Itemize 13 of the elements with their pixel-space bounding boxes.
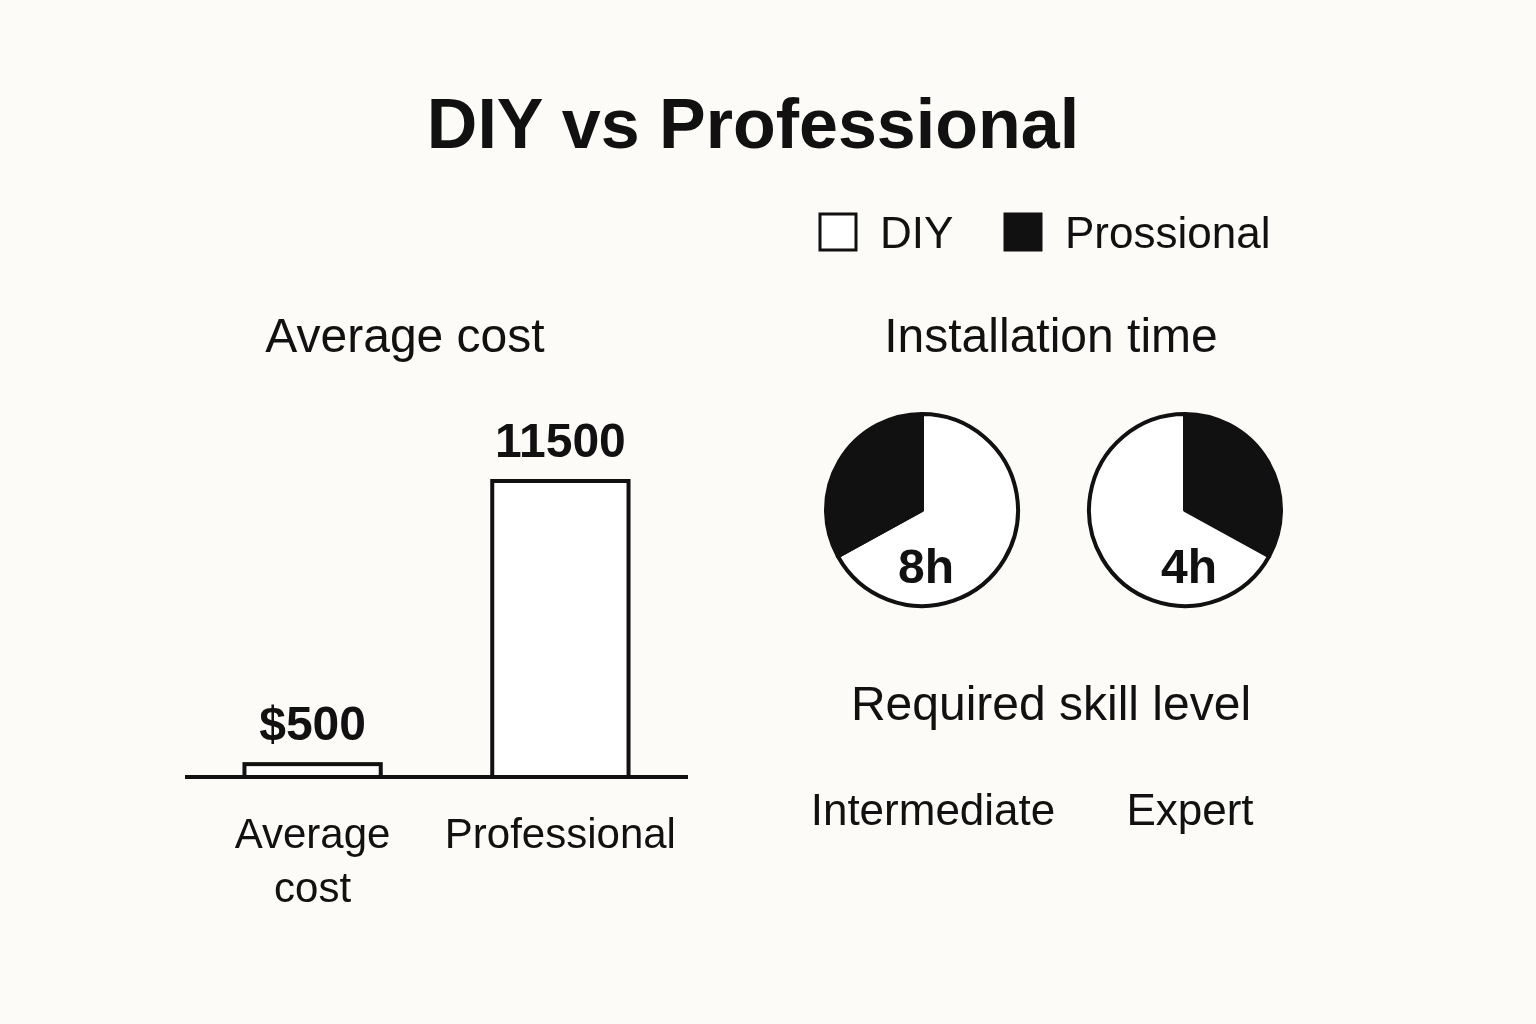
text: Required skill level xyxy=(850,677,1252,730)
chart-title: DIY vs Professional xyxy=(426,85,1080,163)
text: 4h xyxy=(1160,540,1218,593)
data-label: $500 xyxy=(259,697,366,751)
text: 8h xyxy=(897,540,955,593)
text: Intermediate xyxy=(810,785,1056,834)
data-label: 11500 xyxy=(494,414,626,467)
x-tick-label: Professional xyxy=(444,810,676,857)
legend-label: Prossional xyxy=(1065,208,1271,257)
legend-label: DIY xyxy=(880,208,954,257)
text: Installation time xyxy=(884,309,1218,362)
chart-subtitle: Average cost xyxy=(265,309,545,362)
text: Expert xyxy=(1126,785,1254,834)
